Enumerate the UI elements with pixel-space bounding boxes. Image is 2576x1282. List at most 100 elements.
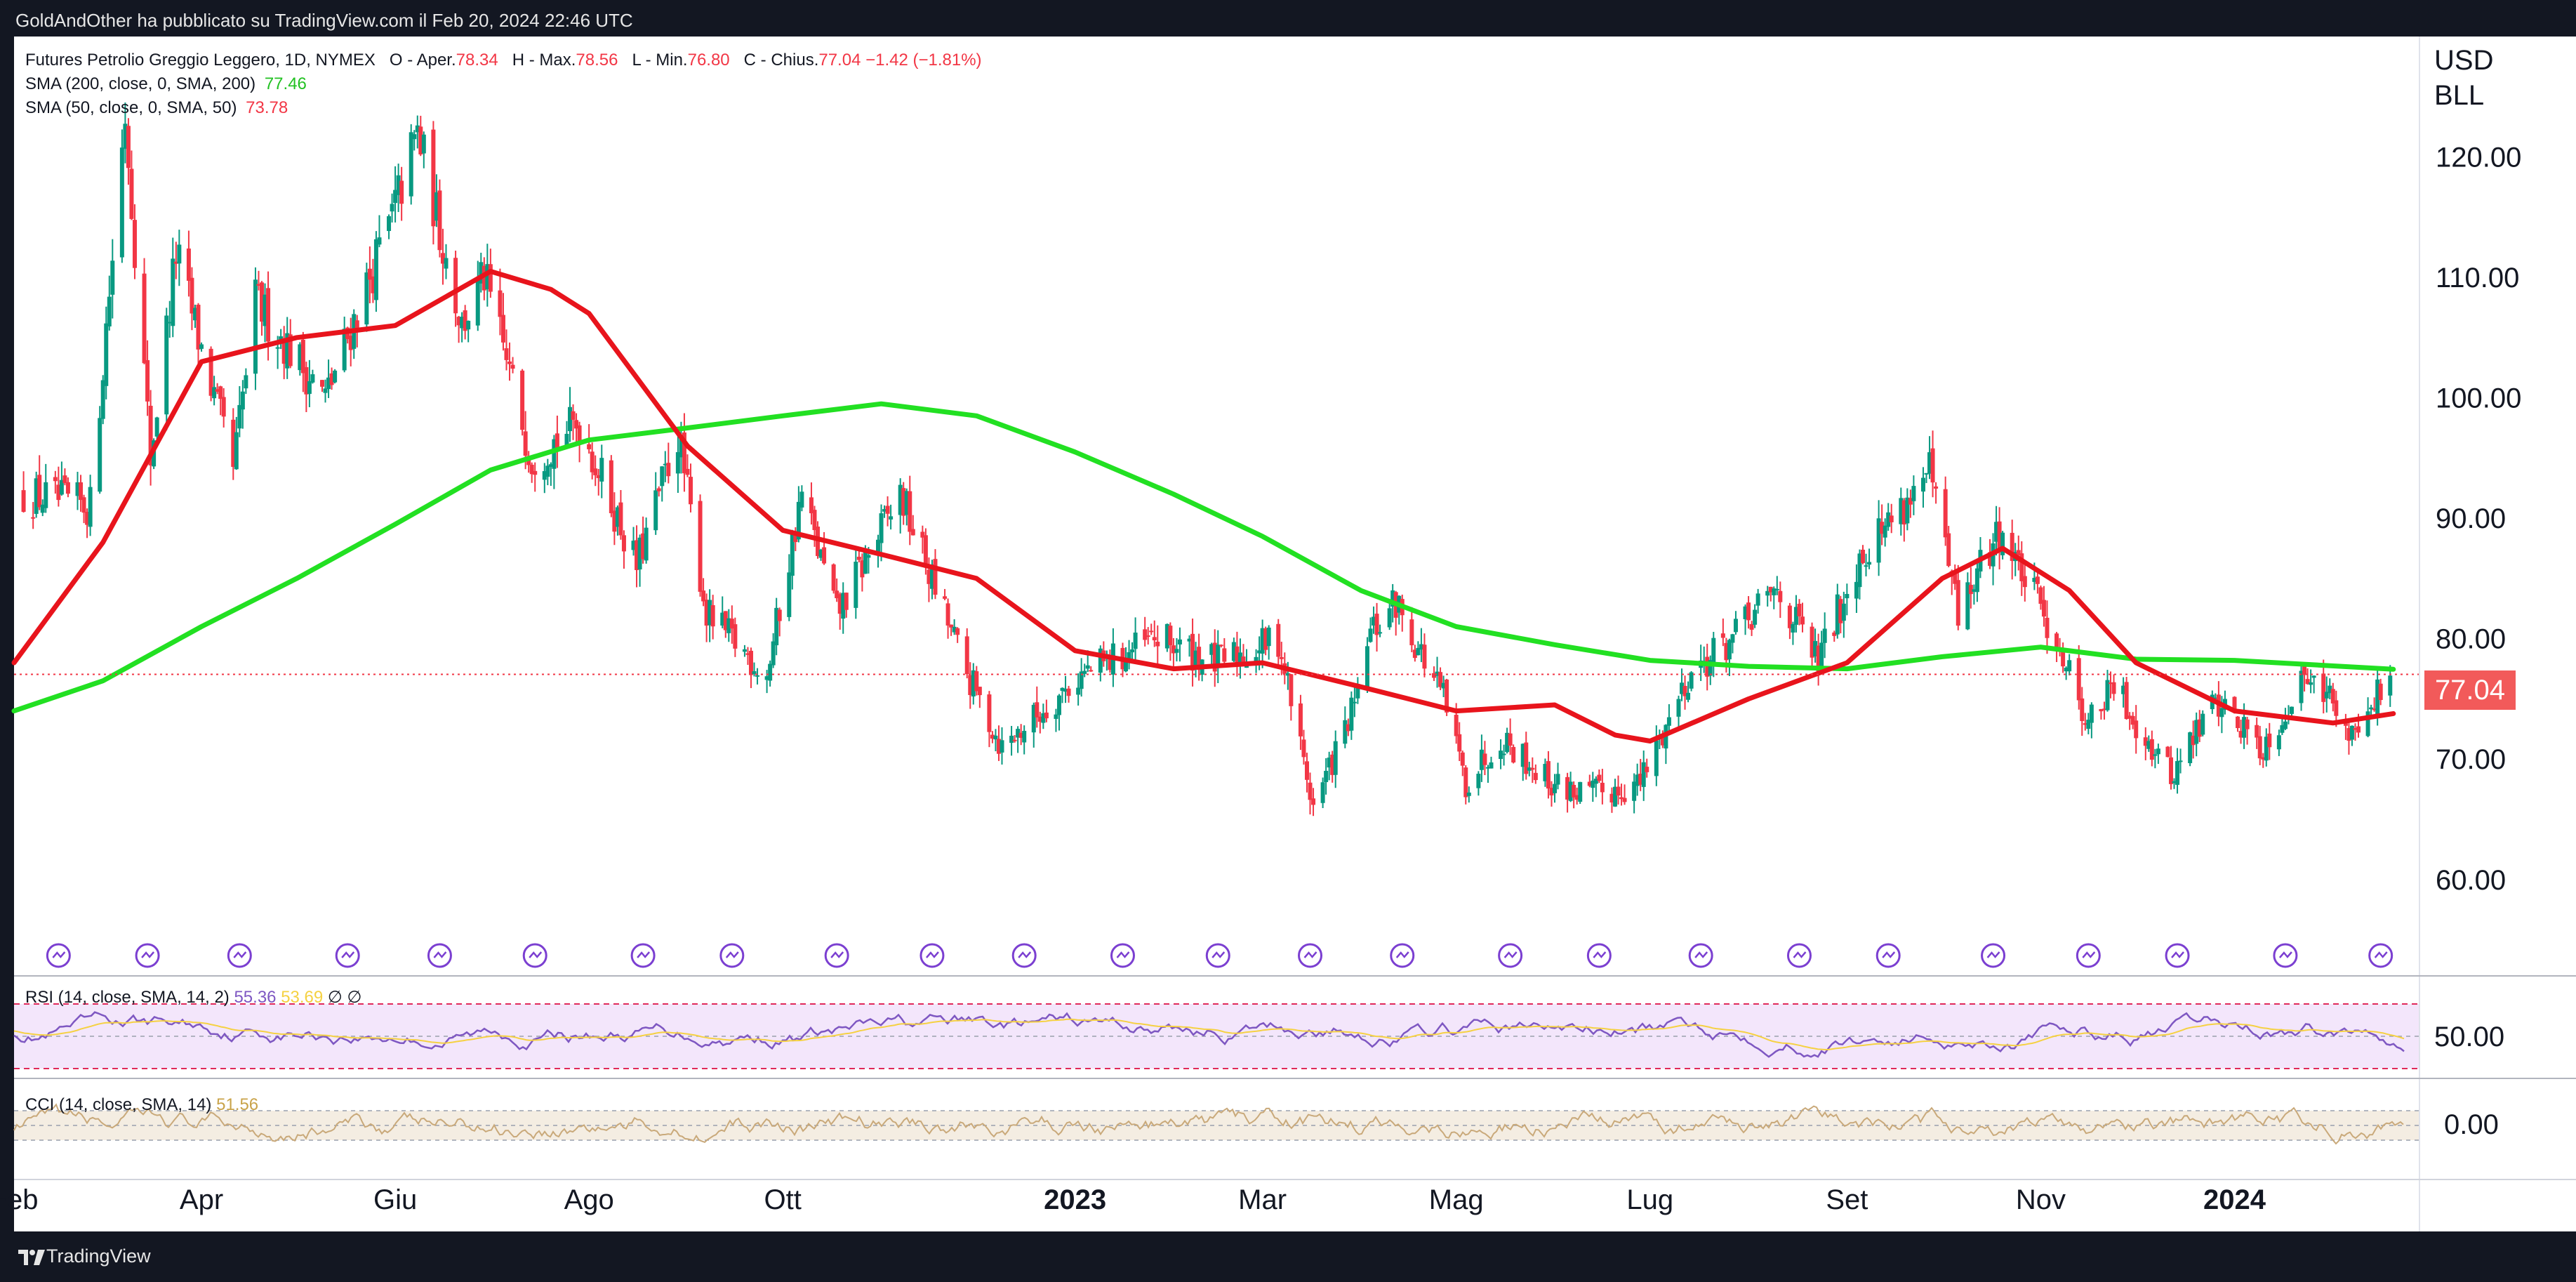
- candle-body: [679, 435, 684, 458]
- candle-body: [2146, 741, 2151, 749]
- y-tick-label: 90.00: [2436, 503, 2506, 534]
- candle-body: [615, 507, 620, 527]
- candle-body: [371, 276, 376, 293]
- candle-body: [1454, 715, 1459, 736]
- candle-body: [1622, 798, 1627, 802]
- candle-body: [300, 339, 305, 374]
- candle-body: [2309, 682, 2313, 685]
- candle-body: [974, 671, 979, 692]
- candle-body: [2302, 666, 2307, 675]
- candle-body: [2242, 717, 2247, 738]
- candle-body: [1209, 644, 1214, 655]
- symbol-name: Futures Petrolio Greggio Leggero, 1D, NY…: [25, 51, 376, 70]
- candle-body: [593, 468, 598, 475]
- candle-body: [1460, 752, 1465, 766]
- sma200-value: 77.46: [264, 74, 307, 93]
- candle-body: [2127, 715, 2132, 719]
- event-marker-icon: [2278, 951, 2292, 958]
- candle-body: [59, 480, 64, 495]
- rsi-legend: RSI (14, close, SMA, 14, 2) 55.36 53.69 …: [25, 987, 361, 1007]
- candle-body: [498, 290, 503, 317]
- candle-body: [1835, 594, 1840, 635]
- candle-body: [2372, 708, 2377, 711]
- candle-body: [927, 569, 931, 584]
- candle-body: [1711, 637, 1716, 663]
- candle-body: [952, 626, 957, 633]
- candle-body: [908, 491, 912, 532]
- candle-body: [1591, 780, 1595, 788]
- candle-body: [304, 366, 309, 395]
- candle-body: [1197, 647, 1202, 670]
- candle-body: [708, 600, 712, 626]
- candle-body: [142, 273, 147, 364]
- ohlc-open-label: O - Aper.: [389, 51, 456, 70]
- candle-body: [1527, 767, 1532, 771]
- candle-body: [373, 239, 378, 300]
- candle-body: [409, 132, 413, 197]
- candle-body: [1632, 781, 1637, 801]
- candle-body: [1774, 588, 1779, 590]
- candle-body: [110, 260, 115, 295]
- candle-body: [637, 537, 642, 570]
- candle-body: [2022, 576, 2027, 588]
- candle-body: [1886, 512, 1891, 527]
- candle-body: [1108, 656, 1113, 670]
- candle-body: [285, 333, 290, 369]
- candle-body: [1304, 761, 1309, 780]
- candle-body: [307, 381, 312, 395]
- candle-body: [1212, 642, 1217, 672]
- candle-body: [2311, 675, 2316, 678]
- candle-body: [704, 600, 709, 626]
- candle-body: [1555, 774, 1560, 785]
- candle-body: [1349, 697, 1354, 731]
- candle-body: [212, 387, 217, 399]
- candle-body: [1343, 720, 1348, 744]
- candle-body: [964, 636, 969, 675]
- footer-bar: [0, 1231, 2576, 1282]
- ohlc-close-label: C - Chius.: [743, 51, 819, 70]
- candle-body: [748, 650, 753, 675]
- candle-body: [2010, 532, 2014, 561]
- candle-body: [771, 641, 776, 666]
- candle-body: [599, 458, 604, 482]
- candle-body: [1813, 641, 1818, 656]
- candle-body: [145, 359, 150, 402]
- candle-body: [1079, 671, 1084, 689]
- event-marker-icon: [2374, 951, 2388, 958]
- candle-body: [710, 604, 715, 627]
- candle-body: [412, 134, 417, 140]
- candle-body: [1390, 590, 1395, 607]
- candle-body: [256, 284, 261, 286]
- candle-body: [866, 555, 871, 558]
- candle-body: [990, 734, 995, 739]
- price-scale[interactable]: [2419, 37, 2576, 1231]
- candle-body: [1476, 774, 1481, 788]
- candle-body: [2197, 719, 2202, 737]
- candle-body: [1600, 782, 1605, 793]
- sma50-label: SMA (50, close, 0, SMA, 50): [25, 98, 237, 117]
- candle-body: [240, 391, 245, 410]
- candle-body: [2111, 682, 2116, 694]
- candle-body: [844, 593, 849, 610]
- candle-body: [1435, 671, 1440, 676]
- candle-body: [1324, 770, 1329, 782]
- candle-body: [596, 475, 601, 478]
- candle-body: [348, 336, 353, 350]
- candle-body: [1616, 786, 1621, 796]
- candle-body: [1819, 642, 1824, 673]
- candle-body: [323, 388, 328, 393]
- candle-body: [1190, 633, 1195, 671]
- candle-body: [1466, 792, 1471, 796]
- candle-body: [1422, 645, 1427, 669]
- tradingview-logo-icon: [18, 1250, 45, 1265]
- candle-body: [1285, 673, 1290, 676]
- x-tick-label: Apr: [180, 1184, 223, 1215]
- candle-body: [367, 268, 372, 280]
- candle-body: [1864, 565, 1868, 567]
- candle-body: [2064, 668, 2069, 672]
- candle-body: [856, 556, 861, 560]
- candle-body: [987, 694, 992, 732]
- candle-body: [1155, 642, 1160, 647]
- candle-body: [164, 315, 169, 415]
